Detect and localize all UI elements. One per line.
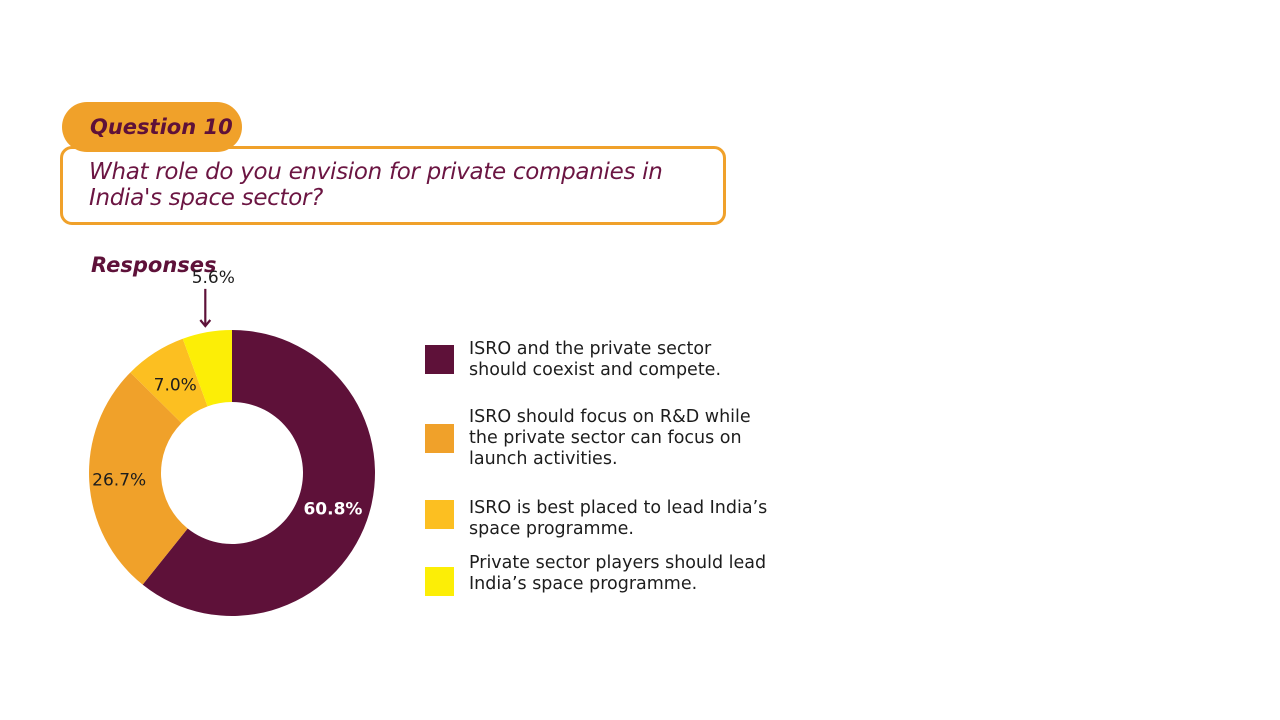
data-label: 26.7% xyxy=(92,471,146,491)
legend-label: ISRO is best placed to lead India’s spac… xyxy=(469,498,768,539)
slice-private-lead xyxy=(182,330,232,407)
annotation-arrow-head xyxy=(199,319,212,328)
data-label: 7.0% xyxy=(154,376,197,396)
data-label: 5.6% xyxy=(192,268,235,288)
legend-swatch xyxy=(425,567,454,596)
slice-rnd-focus xyxy=(88,372,188,585)
question-tag: Question 10 xyxy=(62,102,242,152)
legend-swatch xyxy=(425,500,454,529)
question-tag-label: Question 10 xyxy=(90,115,233,139)
slice-coexist xyxy=(142,330,375,617)
legend-label: ISRO and the private sector should coexi… xyxy=(469,339,722,380)
legend-swatch xyxy=(425,345,454,374)
legend-label: Private sector players should lead India… xyxy=(469,553,767,594)
data-label: 60.8% xyxy=(303,499,362,519)
legend-swatch xyxy=(425,424,454,453)
legend-label: ISRO should focus on R&D while the priva… xyxy=(469,407,751,469)
slice-isro-lead xyxy=(130,338,208,424)
responses-heading: Responses xyxy=(91,253,217,277)
question-text: What role do you envision for private co… xyxy=(89,159,663,211)
question-box: What role do you envision for private co… xyxy=(60,146,726,225)
